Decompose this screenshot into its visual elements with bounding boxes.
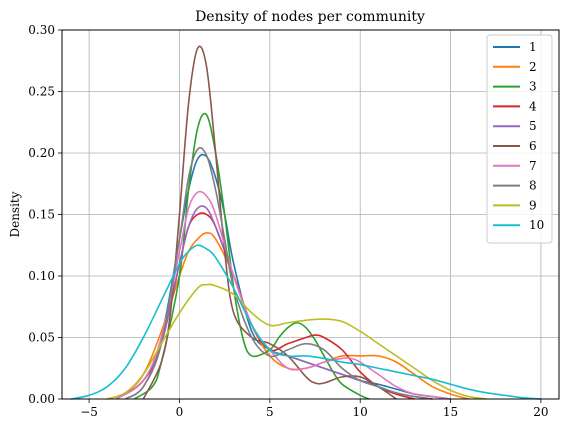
x-tick-label: 0 bbox=[176, 405, 184, 419]
x-tick-label: 10 bbox=[353, 405, 368, 419]
series-line-8 bbox=[124, 146, 433, 400]
y-tick-label: 0.25 bbox=[28, 85, 55, 99]
legend-label-10: 10 bbox=[529, 218, 544, 232]
y-tick-label: 0.05 bbox=[28, 331, 55, 345]
series-layer bbox=[70, 45, 541, 400]
series-line-9 bbox=[106, 283, 487, 400]
legend: 1 2 3 4 5 6 7 8 9 10 bbox=[486, 34, 553, 244]
legend-label-3: 3 bbox=[529, 80, 537, 94]
series-line-6 bbox=[142, 45, 397, 400]
x-tick-label: −5 bbox=[80, 405, 98, 419]
legend-label-8: 8 bbox=[529, 179, 537, 193]
legend-label-1: 1 bbox=[529, 40, 537, 54]
y-tick-label: 0.30 bbox=[28, 23, 55, 37]
legend-label-2: 2 bbox=[529, 60, 537, 74]
legend-label-6: 6 bbox=[529, 139, 537, 153]
y-axis-label: Density bbox=[8, 191, 22, 237]
y-tick-label: 0.10 bbox=[28, 269, 55, 283]
series-line-7 bbox=[115, 190, 451, 400]
chart-title: Density of nodes per community bbox=[195, 9, 425, 25]
legend-label-4: 4 bbox=[529, 99, 537, 113]
legend-label-5: 5 bbox=[529, 119, 537, 133]
axis-ticks: −5 0 5 10 15 200.000.050.100.150.200.250.30 bbox=[28, 23, 548, 419]
legend-label-9: 9 bbox=[529, 198, 537, 212]
y-tick-label: 0.15 bbox=[28, 208, 55, 222]
x-tick-label: 20 bbox=[533, 405, 548, 419]
x-tick-label: 15 bbox=[443, 405, 458, 419]
series-line-10 bbox=[70, 244, 541, 400]
y-tick-label: 0.20 bbox=[28, 146, 55, 160]
x-tick-label: 5 bbox=[266, 405, 274, 419]
legend-label-7: 7 bbox=[529, 159, 537, 173]
y-tick-label: 0.00 bbox=[28, 392, 55, 406]
